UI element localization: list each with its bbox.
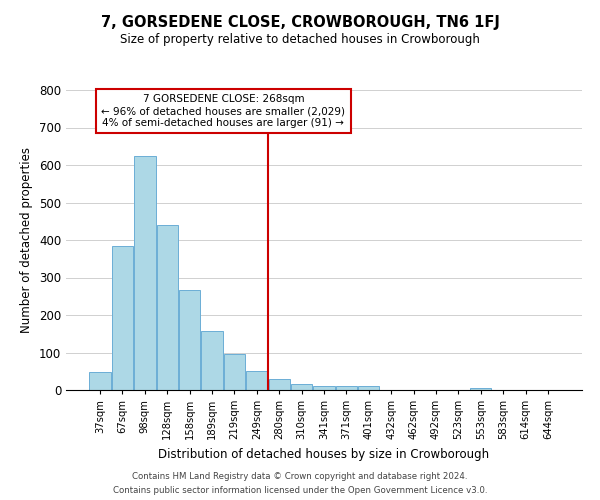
Bar	[336, 386, 357, 390]
X-axis label: Distribution of detached houses by size in Crowborough: Distribution of detached houses by size …	[158, 448, 490, 460]
Bar	[269, 379, 290, 390]
Bar	[134, 156, 155, 390]
Bar	[202, 331, 223, 390]
Bar	[157, 225, 178, 390]
Bar	[246, 371, 268, 390]
Text: 7, GORSEDENE CLOSE, CROWBOROUGH, TN6 1FJ: 7, GORSEDENE CLOSE, CROWBOROUGH, TN6 1FJ	[101, 15, 499, 30]
Text: Size of property relative to detached houses in Crowborough: Size of property relative to detached ho…	[120, 32, 480, 46]
Text: 7 GORSEDENE CLOSE: 268sqm
← 96% of detached houses are smaller (2,029)
4% of sem: 7 GORSEDENE CLOSE: 268sqm ← 96% of detac…	[101, 94, 346, 128]
Bar	[470, 388, 491, 390]
Bar	[112, 246, 133, 390]
Y-axis label: Number of detached properties: Number of detached properties	[20, 147, 34, 333]
Bar	[179, 290, 200, 390]
Bar	[89, 372, 111, 390]
Bar	[358, 386, 379, 390]
Text: Contains public sector information licensed under the Open Government Licence v3: Contains public sector information licen…	[113, 486, 487, 495]
Bar	[224, 354, 245, 390]
Bar	[291, 384, 312, 390]
Text: Contains HM Land Registry data © Crown copyright and database right 2024.: Contains HM Land Registry data © Crown c…	[132, 472, 468, 481]
Bar	[313, 386, 335, 390]
